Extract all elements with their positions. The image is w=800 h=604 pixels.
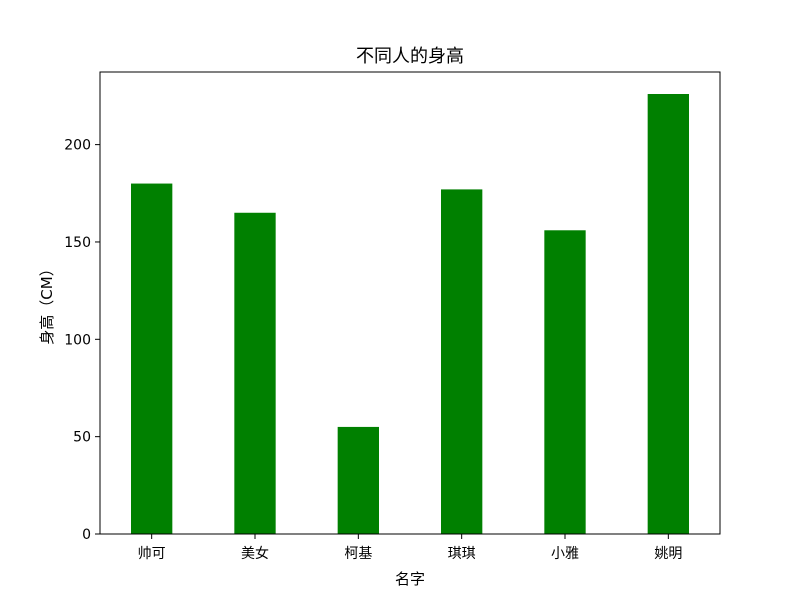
y-axis-label: 身高（CM） (38, 261, 56, 344)
y-tick-label-5: 200 (64, 138, 91, 154)
bar-3 (337, 426, 379, 534)
y-tick-label-2: 50 (73, 430, 91, 446)
y-tick-label-4: 150 (64, 235, 91, 251)
bar-1 (131, 183, 173, 534)
bar-4 (441, 189, 483, 534)
bar-6 (647, 94, 689, 534)
y-tick-label-3: 100 (64, 332, 91, 348)
plot-frame (99, 71, 721, 535)
plot-area: 0 50 100 150 200 帅可 美女 柯基 琪琪 小雅 姚明 (64, 71, 721, 562)
bar-2 (234, 212, 276, 535)
x-tick-label-6: 姚明 (654, 546, 682, 562)
x-axis-label: 名字 (395, 570, 425, 588)
x-tick-label-1: 帅可 (138, 546, 166, 562)
y-tick-label-1: 0 (82, 527, 91, 543)
chart-title: 不同人的身高 (356, 46, 464, 67)
x-tick-label-2: 美女 (241, 545, 269, 562)
x-tick-label-4: 琪琪 (448, 546, 476, 562)
x-tick-label-3: 柯基 (344, 545, 372, 562)
bar-5 (544, 230, 586, 534)
x-tick-label-5: 小雅 (551, 546, 579, 562)
